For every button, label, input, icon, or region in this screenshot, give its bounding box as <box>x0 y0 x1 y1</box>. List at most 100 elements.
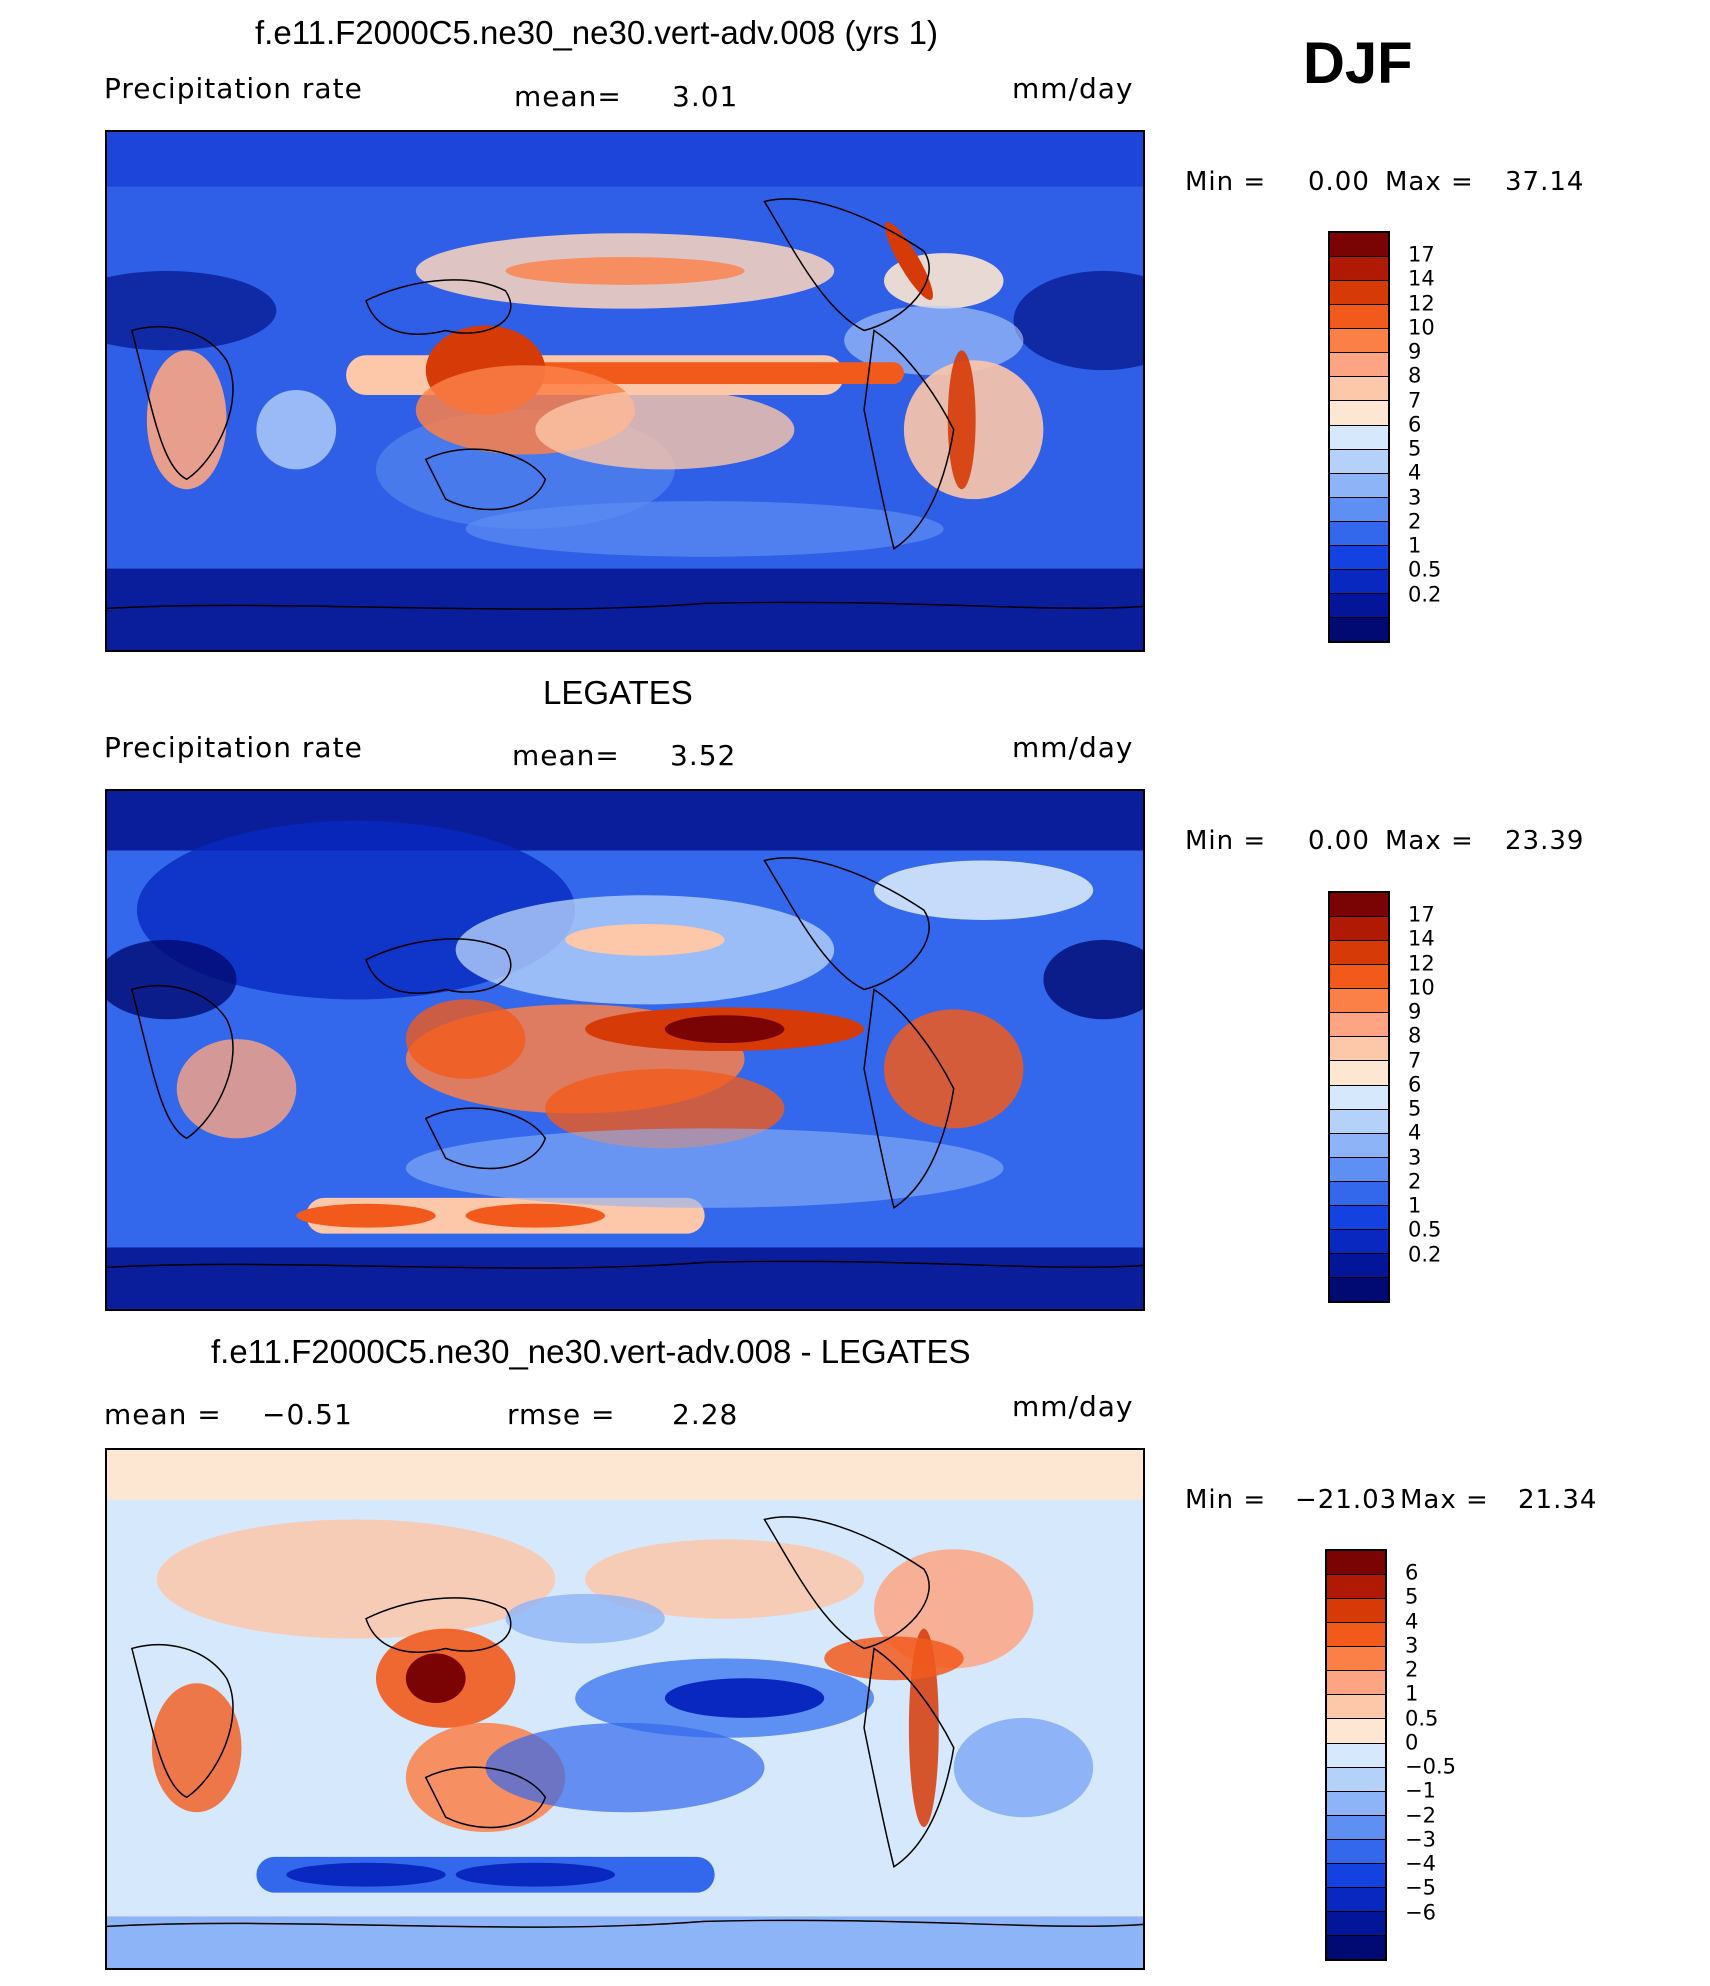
panel3-min-value: −21.03 <box>1295 1485 1398 1515</box>
colorbar-tick-label: 8 <box>1408 1023 1422 1048</box>
colorbar-swatch <box>1327 1839 1385 1864</box>
panel3-rmse-label: rmse = <box>507 1398 616 1431</box>
colorbar-swatch <box>1330 281 1388 306</box>
colorbar-swatch <box>1327 1743 1385 1768</box>
colorbar-swatch <box>1327 1599 1385 1624</box>
colorbar-tick-label: 14 <box>1408 266 1435 291</box>
panel3-colorbar <box>1325 1549 1387 1961</box>
panel2-mean-value: 3.52 <box>670 739 737 772</box>
colorbar-swatch <box>1330 425 1388 450</box>
colorbar-swatch <box>1330 1181 1388 1206</box>
colorbar-tick-label: 2 <box>1408 509 1422 534</box>
colorbar-swatch <box>1330 593 1388 618</box>
colorbar-tick-label: 0.5 <box>1408 1217 1442 1242</box>
colorbar-tick-label: 1 <box>1408 1193 1422 1218</box>
panel3-min-label: Min = <box>1185 1485 1267 1515</box>
panel1-variable: Precipitation rate <box>104 72 363 105</box>
colorbar-tick-label: 6 <box>1408 1072 1422 1097</box>
panel3-rmse-value: 2.28 <box>672 1398 739 1431</box>
colorbar-swatch <box>1330 1133 1388 1158</box>
panel2-variable: Precipitation rate <box>104 731 363 764</box>
panel1-min-value: 0.00 <box>1308 167 1370 197</box>
colorbar-tick-label: 5 <box>1408 436 1422 461</box>
colorbar-tick-label: 0 <box>1405 1730 1419 1755</box>
colorbar-tick-label: 1 <box>1408 533 1422 558</box>
colorbar-tick-label: 3 <box>1408 485 1422 510</box>
colorbar-swatch <box>1327 1815 1385 1840</box>
panel3-mean-value: −0.51 <box>262 1398 353 1431</box>
panel2-max-label: Max = <box>1385 826 1474 856</box>
colorbar-swatch <box>1327 1911 1385 1936</box>
colorbar-swatch <box>1327 1647 1385 1672</box>
colorbar-tick-label: 14 <box>1408 926 1435 951</box>
panel3-map <box>105 1448 1145 1970</box>
colorbar-tick-label: 10 <box>1408 315 1435 340</box>
colorbar-swatch <box>1330 893 1388 918</box>
colorbar-swatch <box>1330 497 1388 522</box>
panel1-mean-label: mean= <box>514 80 622 113</box>
colorbar-tick-label: 6 <box>1408 412 1422 437</box>
panel1-mean-value: 3.01 <box>672 80 739 113</box>
panel1-max-label: Max = <box>1385 167 1474 197</box>
colorbar-tick-label: 3 <box>1405 1633 1419 1658</box>
colorbar-swatch <box>1330 941 1388 966</box>
colorbar-swatch <box>1327 1791 1385 1816</box>
colorbar-swatch <box>1330 1061 1388 1086</box>
colorbar-tick-label: 0.2 <box>1408 1242 1442 1267</box>
colorbar-swatch <box>1330 257 1388 282</box>
colorbar-tick-label: 0.5 <box>1408 557 1442 582</box>
panel2-units: mm/day <box>1012 731 1134 764</box>
colorbar-swatch <box>1330 353 1388 378</box>
colorbar-tick-label: 9 <box>1408 999 1422 1024</box>
colorbar-tick-label: 8 <box>1408 363 1422 388</box>
colorbar-swatch <box>1330 1205 1388 1230</box>
panel3-title: f.e11.F2000C5.ne30_ne30.vert-adv.008 - L… <box>211 1333 971 1370</box>
colorbar-swatch <box>1330 329 1388 354</box>
colorbar-swatch <box>1330 618 1388 642</box>
colorbar-swatch <box>1330 917 1388 942</box>
colorbar-swatch <box>1330 473 1388 498</box>
colorbar-tick-label: −2 <box>1405 1803 1436 1828</box>
colorbar-swatch <box>1330 569 1388 594</box>
colorbar-swatch <box>1327 1551 1385 1576</box>
colorbar-swatch <box>1330 233 1388 258</box>
panel1-map-graphic <box>107 132 1143 650</box>
colorbar-tick-label: 2 <box>1405 1657 1419 1682</box>
panel3-mean-label: mean = <box>104 1398 222 1431</box>
colorbar-tick-label: 7 <box>1408 388 1422 413</box>
colorbar-tick-label: 12 <box>1408 951 1435 976</box>
colorbar-tick-label: 0.2 <box>1408 582 1442 607</box>
colorbar-swatch <box>1330 1253 1388 1278</box>
panel3-map-graphic <box>107 1450 1143 1968</box>
panel1-title: f.e11.F2000C5.ne30_ne30.vert-adv.008 (yr… <box>255 14 939 51</box>
panel1-max-value: 37.14 <box>1505 167 1585 197</box>
panel1-map <box>105 130 1145 652</box>
colorbar-swatch <box>1330 1013 1388 1038</box>
colorbar-swatch <box>1330 1278 1388 1302</box>
colorbar-swatch <box>1330 377 1388 402</box>
colorbar-tick-label: 0.5 <box>1405 1706 1439 1731</box>
colorbar-tick-label: −4 <box>1405 1851 1436 1876</box>
colorbar-tick-label: 17 <box>1408 242 1435 267</box>
panel2-min-value: 0.00 <box>1308 826 1370 856</box>
colorbar-swatch <box>1330 1229 1388 1254</box>
colorbar-swatch <box>1330 989 1388 1014</box>
colorbar-swatch <box>1330 1157 1388 1182</box>
colorbar-tick-label: 3 <box>1408 1145 1422 1170</box>
colorbar-swatch <box>1327 1719 1385 1744</box>
colorbar-swatch <box>1330 449 1388 474</box>
colorbar-tick-label: 4 <box>1408 1120 1422 1145</box>
panel3-max-value: 21.34 <box>1518 1485 1598 1515</box>
panel2-max-value: 23.39 <box>1505 826 1585 856</box>
colorbar-tick-label: 2 <box>1408 1169 1422 1194</box>
colorbar-swatch <box>1330 401 1388 426</box>
season-label: DJF <box>1303 31 1413 96</box>
colorbar-tick-label: 5 <box>1405 1584 1419 1609</box>
colorbar-tick-label: 7 <box>1408 1048 1422 1073</box>
panel1-units: mm/day <box>1012 72 1134 105</box>
colorbar-tick-label: −6 <box>1405 1900 1436 1925</box>
colorbar-tick-label: −3 <box>1405 1827 1436 1852</box>
colorbar-swatch <box>1330 1085 1388 1110</box>
colorbar-swatch <box>1327 1936 1385 1960</box>
colorbar-tick-label: 12 <box>1408 291 1435 316</box>
